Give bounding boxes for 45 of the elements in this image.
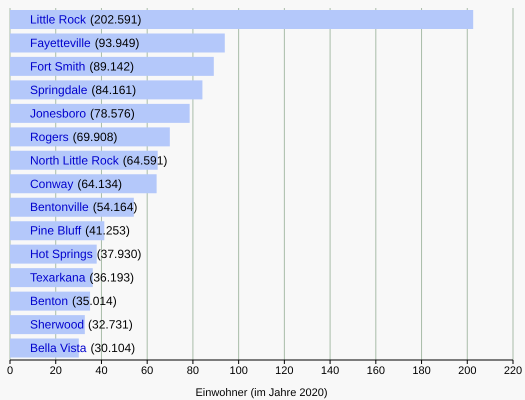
x-tick-label: 180	[412, 364, 431, 377]
y-tick-label: Bentonville	[30, 200, 90, 214]
y-tick-label: Bella Vista	[30, 341, 87, 356]
data-label: (202.591)	[90, 12, 142, 26]
data-label: (41.253)	[85, 224, 130, 238]
x-tick-label: 100	[229, 364, 248, 377]
x-tick-label: 200	[458, 364, 476, 377]
x-tick-label: 40	[95, 364, 108, 377]
bar	[10, 10, 474, 29]
x-axis-title: Einwohner (im Jahre 2020)	[195, 387, 328, 399]
data-label: (69.908)	[72, 130, 118, 144]
y-tick-label: Jonesboro	[30, 106, 86, 120]
x-tick-label: 160	[366, 364, 385, 377]
data-label: (30.104)	[90, 341, 136, 356]
data-label: (64.134)	[77, 176, 122, 191]
y-tick-label: Rogers	[30, 130, 69, 144]
y-tick-label: Fort Smith	[30, 59, 86, 74]
y-tick-label: Little Rock	[30, 12, 88, 26]
y-tick-label: Texarkana	[30, 270, 86, 285]
x-tick-label: 120	[275, 364, 294, 377]
y-tick-label: Fayetteville	[30, 36, 92, 50]
x-tick-label: 60	[141, 364, 154, 377]
x-tick-label: 20	[50, 364, 62, 377]
y-tick-label: Benton	[30, 294, 68, 308]
data-label: (36.193)	[89, 270, 134, 285]
y-tick-label: Springdale	[30, 82, 88, 97]
bar	[10, 56, 214, 76]
y-tick-label: North Little Rock	[30, 153, 120, 168]
x-tick-label: 220	[504, 364, 522, 377]
data-label: (93.949)	[94, 36, 140, 50]
data-label: (89.142)	[89, 59, 134, 74]
data-label: (35.014)	[72, 294, 117, 308]
data-label: (54.164)	[92, 200, 138, 214]
x-tick-label: 140	[320, 364, 340, 377]
x-tick-label: 80	[186, 364, 200, 377]
data-label: (84.161)	[91, 82, 136, 97]
data-label: (64.591)	[122, 153, 168, 168]
y-tick-label: Sherwood	[30, 318, 84, 332]
data-label: (78.576)	[90, 106, 135, 120]
data-label: (32.731)	[88, 318, 133, 332]
y-tick-label: Pine Bluff	[30, 224, 82, 238]
y-tick-label: Hot Springs	[30, 247, 93, 262]
x-tick-label: 0	[6, 364, 14, 377]
data-label: (37.930)	[96, 247, 142, 262]
y-tick-label: Conway	[30, 176, 74, 191]
